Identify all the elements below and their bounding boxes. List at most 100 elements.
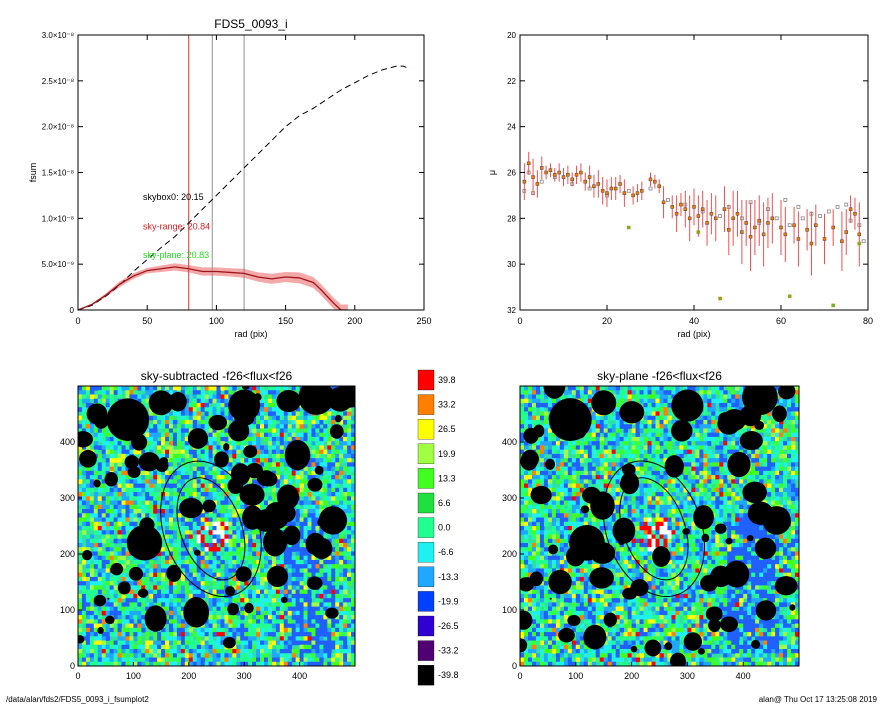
img2-masked-source [520,577,534,592]
plot2-xlabel: rad (pix) [677,329,710,339]
img2-xtick-label: 100 [568,671,583,681]
img1-masked-source [81,550,93,561]
img1-masked-source [166,564,182,582]
plot2-point-orange [640,189,644,193]
img2-masked-source [671,389,704,422]
img1-masked-source [230,463,251,486]
plot2-point-gray [800,216,805,221]
img1-masked-source [169,391,187,412]
img2-masked-source [705,606,723,622]
img2-masked-source [545,458,556,470]
colorbar-label: -33.2 [438,646,459,656]
img2-masked-source [652,546,671,567]
img1-masked-source [266,565,289,588]
img1-masked-source [314,465,324,475]
img1-masked-source [241,386,250,390]
plot2-point-orange [796,237,801,241]
img1-masked-source [79,449,97,468]
img1-masked-source [138,452,160,472]
img1-masked-source [106,398,150,441]
img1-aperture-ellipse [160,460,262,598]
img2-masked-source [664,642,673,651]
img2-xtick-label: 300 [680,671,695,681]
plot2-point-orange [783,232,788,237]
plot2-point-orange [605,191,609,195]
img1-masked-source [244,602,254,614]
colorbar-label: -6.6 [438,547,454,557]
img2-masked-source [708,618,721,633]
plot2-point-gray [861,239,866,244]
plot1-title: FDS5_0093_i [214,17,287,31]
plot2-point-orange [540,166,544,170]
img1-masked-source [193,549,201,556]
img1-masked-source [86,403,108,425]
img1-xtick-label: 300 [237,671,252,681]
img2-masked-source [783,581,795,594]
img1-masked-source [225,586,236,596]
plot2-point-orange [683,207,688,211]
plot1-xtick-label: 200 [347,316,362,326]
plot2-point-orange [592,184,596,188]
img1-masked-source [306,576,323,590]
plot2-point-orange [600,189,605,193]
img2-xtick-label: 0 [517,671,522,681]
plot2-point-orange [622,191,627,195]
img1-xtick-label: 0 [75,671,80,681]
colorbar-swatch [417,517,435,538]
img2-masked-source [701,533,710,543]
img2-masked-source [591,390,617,416]
img1-masked-source [327,386,353,412]
img2-masked-source [669,652,686,666]
plot1-ytick-label: 1.5×10⁻⁸ [42,169,74,178]
img1-masked-source [128,566,143,581]
img2-ytick-label: 0 [512,661,517,671]
img1-masked-source [239,483,265,506]
img1-masked-source [222,636,236,649]
plot2-point-gray [787,223,792,228]
img2-masked-source [718,412,732,425]
img1-masked-source [214,451,229,468]
plot2-point-orange [596,182,601,186]
img2-masked-source [612,517,636,544]
plot2-point-orange [753,225,757,230]
plot2-ytick-label: 32 [507,306,516,315]
colorbar-label: 19.9 [438,449,456,459]
plot2-point-orange [531,175,535,179]
plot2-point-orange [696,214,701,218]
img1-xtick-label: 400 [292,671,307,681]
plot1-ytick-label: 2.0×10⁻⁸ [42,123,74,132]
plot1-xtick-label: 150 [278,316,293,326]
plot2-point-orange [526,161,531,166]
plot2-point-orange [553,173,557,177]
img1-masked-source [329,424,344,439]
plot2-point-orange [831,225,835,230]
plot2-point-orange [635,191,640,195]
img1-masked-source [311,537,333,560]
colorbar-swatch [417,394,435,415]
img2-masked-source [549,597,552,600]
img1-masked-source [117,581,131,595]
plot1-xtick-label: 0 [75,316,80,326]
plot2-point-orange [679,202,683,207]
img1-ytick-label: 100 [60,605,75,615]
plot2-xtick-label: 40 [689,316,699,326]
img1-masked-source [124,455,139,469]
plot2-point-orange [613,186,618,191]
img2-masked-source [520,638,528,653]
img1-masked-source [228,420,250,442]
plot2-point-gray [774,216,779,221]
plot2-ylabel: μ [487,170,497,175]
img2-masked-source [742,481,768,504]
plot2-point-orange [761,232,766,237]
img1-masked-source [283,525,301,546]
colorbar-label: 26.5 [438,424,456,434]
img2-masked-source [739,430,763,451]
img2-ytick-label: 200 [502,549,517,559]
plot2-point-orange [770,216,775,221]
plot2-point-orange [661,200,666,205]
img2-masked-source [569,524,605,561]
plot2-point-orange [583,179,587,184]
plot2-point-gray [626,188,631,193]
plot1-annotation: sky-range: 20.84 [143,221,210,231]
img2-masked-source [789,604,796,611]
